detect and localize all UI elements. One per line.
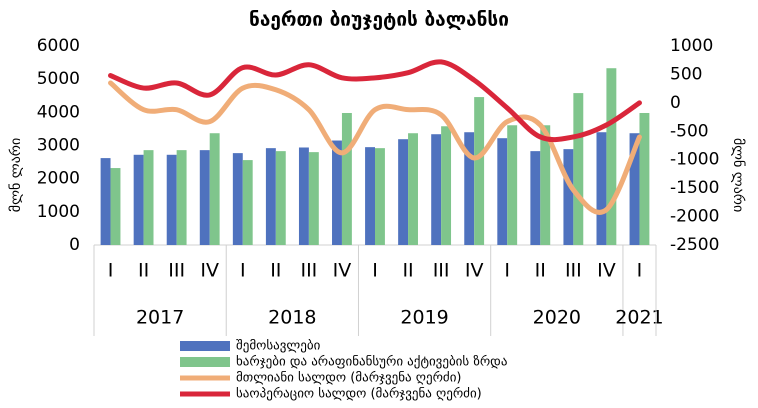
x-tick-label: III (168, 260, 185, 282)
x-tick-label: I (108, 260, 114, 282)
x-tick-label: IV (333, 260, 352, 282)
y2-tick-label: -2500 (670, 235, 719, 255)
bar (332, 140, 342, 245)
bar (265, 148, 276, 245)
x-tick-label: IV (465, 260, 484, 282)
bar (540, 125, 551, 245)
bar (629, 133, 640, 245)
x-tick-label: I (504, 260, 510, 282)
bar (596, 132, 607, 245)
x-group-label: 2018 (268, 307, 316, 329)
x-group-label: 2017 (136, 307, 184, 329)
legend-label: მთლიანი სალდო (მარჯვენა ღერძი) (236, 371, 462, 386)
y-tick-label: 5000 (37, 69, 80, 89)
y2-tick-label: 500 (670, 64, 702, 84)
bar (441, 126, 452, 245)
bar (375, 148, 385, 245)
chart-title: ნაერთი ბიუჯეტის ბალანსი (249, 9, 509, 31)
bar (474, 97, 485, 246)
bar (275, 151, 286, 245)
y2-tick-label: -2000 (670, 207, 719, 227)
bar (110, 168, 121, 245)
bar (166, 154, 177, 245)
bar (143, 150, 154, 245)
bar (507, 125, 518, 245)
bar (298, 147, 309, 245)
y2-tick-label: -1000 (670, 150, 719, 170)
x-tick-label: IV (597, 260, 616, 282)
legend-label: ხარჯები და არაფინანსური აქტივების ზრდა (236, 355, 507, 370)
legend-label: შემოსავლები (236, 339, 321, 354)
x-tick-label: II (402, 260, 413, 282)
bar (398, 139, 409, 245)
line (108, 80, 642, 215)
bar (497, 138, 508, 245)
y-tick-label: 0 (69, 235, 80, 255)
x-tick-label: I (240, 260, 246, 282)
y2-tick-label: -1500 (670, 178, 719, 198)
x-tick-label: I (637, 260, 643, 282)
bar (232, 153, 243, 245)
bar (606, 68, 617, 245)
bar (431, 134, 442, 245)
x-group-label: 2021 (615, 307, 663, 329)
x-tick-label: III (300, 260, 317, 282)
x-tick-label: II (270, 260, 281, 282)
y-tick-label: 4000 (37, 102, 80, 122)
bar (464, 132, 475, 245)
y-tick-label: 3000 (37, 136, 80, 156)
x-tick-label: I (372, 260, 378, 282)
bar (100, 158, 111, 245)
bar (308, 152, 319, 245)
legend-label: საოპერაციო სალდო (მარჯვენა ღერძი) (236, 387, 482, 402)
bar (563, 149, 574, 245)
bar (133, 154, 144, 245)
bar (209, 133, 220, 245)
bar (408, 133, 418, 245)
bar (365, 147, 375, 245)
y2-tick-label: -500 (670, 121, 709, 141)
y2-axis-label: მლნ ლარი (730, 138, 747, 212)
line (108, 59, 642, 143)
x-tick-label: III (433, 260, 450, 282)
y2-tick-label: 1000 (670, 36, 713, 56)
legend-swatch (180, 341, 230, 351)
bar (199, 150, 210, 245)
bar (341, 112, 352, 245)
bar (530, 151, 541, 245)
y-axis-label: მლნ ლარი (7, 138, 24, 212)
x-group-label: 2019 (400, 307, 448, 329)
bar (242, 160, 253, 245)
bar (573, 93, 584, 245)
x-tick-label: IV (200, 260, 219, 282)
y-tick-label: 6000 (37, 36, 80, 56)
bar (176, 150, 187, 245)
x-group-label: 2020 (533, 307, 581, 329)
x-tick-label: III (565, 260, 582, 282)
y2-tick-label: 0 (670, 93, 681, 113)
x-tick-label: II (138, 260, 149, 282)
legend-swatch (180, 357, 230, 367)
y-tick-label: 1000 (37, 202, 80, 222)
bar (639, 112, 650, 245)
y-tick-label: 2000 (37, 169, 80, 189)
x-tick-label: II (535, 260, 546, 282)
